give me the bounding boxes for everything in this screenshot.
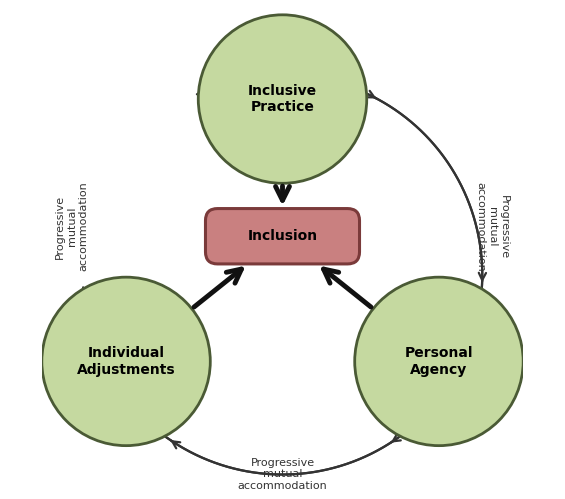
Text: Inclusion: Inclusion [247, 229, 318, 243]
Text: Progressive
mutual
accommodation: Progressive mutual accommodation [475, 182, 508, 271]
Text: Personal
Agency: Personal Agency [405, 346, 473, 377]
Text: Progressive
mutual
accommodation: Progressive mutual accommodation [55, 182, 88, 271]
Circle shape [355, 277, 523, 446]
Text: Individual
Adjustments: Individual Adjustments [77, 346, 175, 377]
Circle shape [198, 15, 367, 183]
FancyBboxPatch shape [206, 209, 359, 264]
Text: Inclusive
Practice: Inclusive Practice [248, 84, 317, 114]
Circle shape [42, 277, 210, 446]
Text: Progressive
mutual
accommodation: Progressive mutual accommodation [238, 458, 327, 491]
